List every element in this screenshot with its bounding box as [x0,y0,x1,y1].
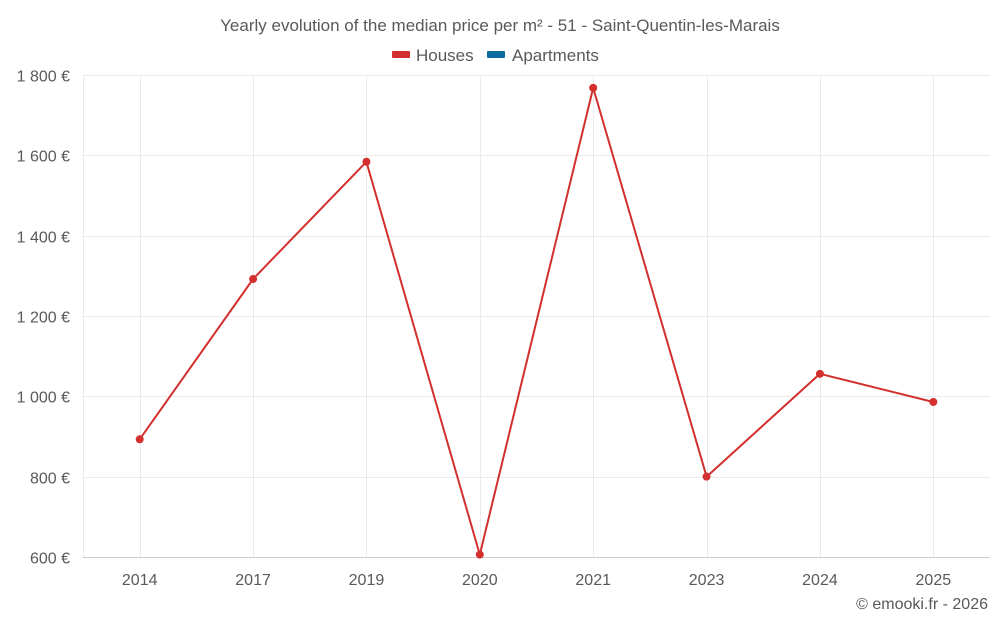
y-tick-label: 600 € [30,551,70,568]
data-point-houses[interactable] [815,369,824,378]
x-tick-label: 2020 [462,572,498,589]
data-point-houses[interactable] [249,275,258,284]
legend-swatch-houses [392,51,410,58]
axes: 600 € 800 € 1 000 € 1 200 € 1 400 € 1 600 € 1 … [17,69,990,589]
x-tick-label: 2023 [689,572,725,589]
y-tick-label: 1 600 € [17,149,70,166]
legend-label-apartments: Apartments [512,46,599,65]
legend-item-apartments[interactable]: Apartments [487,46,599,65]
data-point-houses[interactable] [475,550,484,559]
series [135,83,938,559]
x-tick-label: 2019 [349,572,385,589]
data-point-houses[interactable] [929,397,938,406]
y-tick-label: 1 800 € [17,69,70,86]
x-tick-label: 2021 [575,572,611,589]
y-tick-label: 1 000 € [17,390,70,407]
x-tick-label: 2017 [235,572,271,589]
data-point-houses[interactable] [362,157,371,166]
y-tick-label: 1 200 € [17,310,70,327]
x-tick-label: 2025 [916,572,952,589]
legend-item-houses[interactable]: Houses [392,46,474,65]
data-point-houses[interactable] [135,435,144,444]
data-point-houses[interactable] [702,472,711,481]
grid [83,75,990,558]
chart-title: Yearly evolution of the median price per… [220,16,780,35]
x-tick-label: 2014 [122,572,158,589]
chart-legend: Houses Apartments [392,46,599,65]
x-tick-label: 2024 [802,572,838,589]
y-tick-label: 800 € [30,471,70,488]
series-line-houses [138,86,934,556]
y-tick-label: 1 400 € [17,230,70,247]
legend-swatch-apartments [487,51,505,58]
credit-text: © emooki.fr - 2026 [856,596,988,613]
legend-label-houses: Houses [416,46,474,65]
data-point-houses[interactable] [589,83,598,92]
